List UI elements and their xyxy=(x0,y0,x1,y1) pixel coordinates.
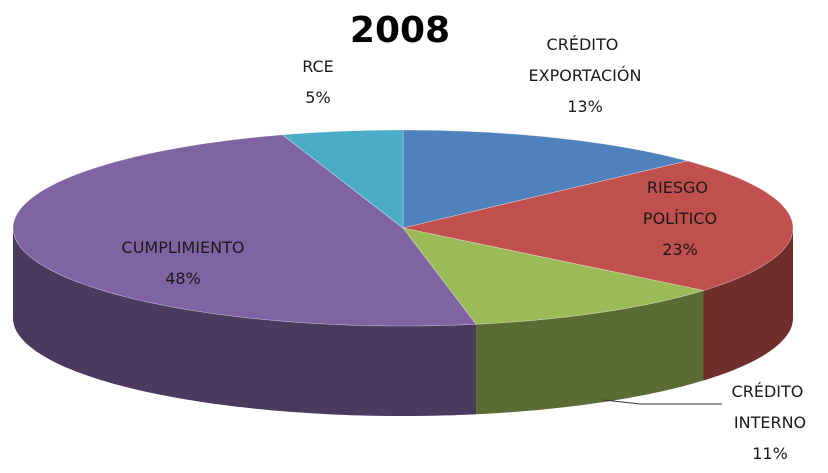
pie-slice xyxy=(402,129,688,229)
slice-label: RCE xyxy=(302,57,334,76)
slice-label: RIESGO POLÍTICO xyxy=(643,178,717,228)
pie-tops xyxy=(12,129,794,327)
slice-label: CRÉDITO INTERNO xyxy=(732,382,809,432)
slice-percent: 13% xyxy=(567,97,603,116)
slice-label: CUMPLIMIENTO xyxy=(122,238,245,257)
pie-slice xyxy=(12,134,477,327)
pie-side-shade xyxy=(703,228,793,381)
label-line: RCE xyxy=(302,57,334,76)
pie-side xyxy=(13,228,477,416)
label-line: CRÉDITO xyxy=(732,382,809,401)
slice-percent: 11% xyxy=(752,444,788,463)
pie-slice xyxy=(402,227,704,325)
slice-label: CRÉDITO EXPORTACIÓN xyxy=(529,35,642,85)
pie-side-shade xyxy=(476,290,704,415)
pie-side-shade xyxy=(13,228,477,416)
label-line: POLÍTICO xyxy=(643,209,717,228)
pie-side xyxy=(476,290,704,415)
labels: CRÉDITO EXPORTACIÓN 13% RIESGO POLÍTICO 23%… xyxy=(122,35,809,463)
slice-percent: 23% xyxy=(662,240,698,259)
label-line: RIESGO xyxy=(647,178,713,197)
slice-percent: 48% xyxy=(165,269,201,288)
label-line: CRÉDITO xyxy=(547,35,624,54)
label-line: CUMPLIMIENTO xyxy=(122,238,245,257)
pie-side xyxy=(703,228,793,381)
pie-slice xyxy=(281,129,404,229)
label-line: EXPORTACIÓN xyxy=(529,66,642,85)
label-line: INTERNO xyxy=(734,413,806,432)
pie-sides xyxy=(13,228,793,416)
leader-line xyxy=(603,399,722,405)
slice-percent: 5% xyxy=(305,88,330,107)
pie-slice xyxy=(402,160,794,291)
chart-title: 2008 xyxy=(350,10,450,51)
